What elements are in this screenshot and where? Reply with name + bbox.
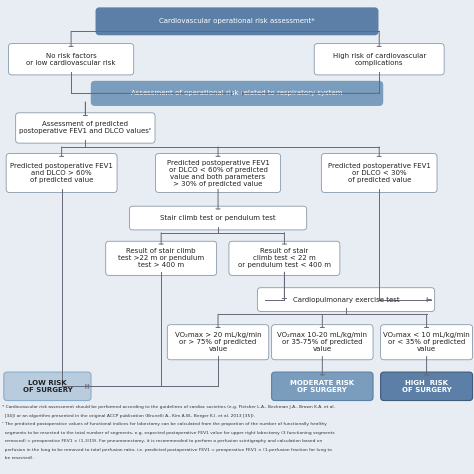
Text: Result of stair
climb test < 22 m
or pendulum test < 400 m: Result of stair climb test < 22 m or pen… <box>238 248 331 268</box>
Text: LOW RISK
OF SURGERY: LOW RISK OF SURGERY <box>23 380 72 393</box>
FancyBboxPatch shape <box>4 372 91 401</box>
Text: VO₂max < 10 mL/kg/min
or < 35% of predicted
value: VO₂max < 10 mL/kg/min or < 35% of predic… <box>383 332 470 352</box>
FancyBboxPatch shape <box>167 325 269 360</box>
Text: High risk of cardiovascular
complications: High risk of cardiovascular complication… <box>333 53 426 66</box>
Text: No risk factors
or low cardiovascular risk: No risk factors or low cardiovascular ri… <box>27 53 116 66</box>
FancyBboxPatch shape <box>257 288 435 311</box>
FancyBboxPatch shape <box>129 206 307 230</box>
FancyBboxPatch shape <box>9 44 134 75</box>
Text: HIGH  RISK
OF SURGERY: HIGH RISK OF SURGERY <box>402 380 451 393</box>
Text: removed) = preoperative FEV1 × (1-3/19). For pneumonectomy, it is recommended to: removed) = preoperative FEV1 × (1-3/19).… <box>2 439 323 443</box>
Text: Assessment of operational risk related to respiratory system: Assessment of operational risk related t… <box>131 91 343 96</box>
Text: Predicted postoperative FEV1
or DLCO < 60% of predicted
value and both parameter: Predicted postoperative FEV1 or DLCO < 6… <box>166 160 270 186</box>
Text: Assessment of predicted
postoperative FEV1 and DLCO valuesᶜ: Assessment of predicted postoperative FE… <box>19 121 152 135</box>
Text: VO₂max > 20 mL/kg/min
or > 75% of predicted
value: VO₂max > 20 mL/kg/min or > 75% of predic… <box>175 332 261 352</box>
FancyBboxPatch shape <box>96 8 378 35</box>
FancyBboxPatch shape <box>381 372 473 401</box>
Text: Stair climb test or pendulum test: Stair climb test or pendulum test <box>160 215 276 221</box>
Text: [34]) or an algorithm presented in the original ACCP publication (Brunelli A., K: [34]) or an algorithm presented in the o… <box>2 414 255 418</box>
Text: Predicted postoperative FEV1
and DLCO > 60%
of predicted value: Predicted postoperative FEV1 and DLCO > … <box>10 163 113 183</box>
Text: VO₂max 10-20 mL/kg/min
or 35-75% of predicted
value: VO₂max 10-20 mL/kg/min or 35-75% of pred… <box>277 332 367 352</box>
Text: segments to be resected to the total number of segments, e.g. expected postopera: segments to be resected to the total num… <box>2 431 335 435</box>
FancyBboxPatch shape <box>229 241 340 275</box>
FancyBboxPatch shape <box>91 82 383 105</box>
Text: MODERATE RISK
OF SURGERY: MODERATE RISK OF SURGERY <box>290 380 355 393</box>
Text: Predicted postoperative FEV1
or DLCO < 30%
of predicted value: Predicted postoperative FEV1 or DLCO < 3… <box>328 163 431 183</box>
FancyBboxPatch shape <box>106 241 217 275</box>
FancyBboxPatch shape <box>16 113 155 143</box>
FancyBboxPatch shape <box>314 44 444 75</box>
Text: be resected).: be resected). <box>2 456 34 460</box>
Text: * Cardiovascular risk assessment should be performed according to the guidelines: * Cardiovascular risk assessment should … <box>2 405 336 409</box>
FancyBboxPatch shape <box>381 325 473 360</box>
Text: Result of stair climb
test >22 m or pendulum
test > 400 m: Result of stair climb test >22 m or pend… <box>118 248 204 268</box>
Text: Cardiovascular operational risk assessment*: Cardiovascular operational risk assessme… <box>159 18 315 24</box>
FancyBboxPatch shape <box>272 325 373 360</box>
FancyBboxPatch shape <box>272 372 373 401</box>
FancyBboxPatch shape <box>6 154 117 192</box>
Text: perfusion in the lung to be removed to total perfusion ratio, i.e. predicted pos: perfusion in the lung to be removed to t… <box>2 448 332 452</box>
FancyBboxPatch shape <box>321 154 437 192</box>
FancyBboxPatch shape <box>155 154 281 192</box>
Text: ᶜ The predicted postoperative values of functional indices for lobectomy can be : ᶜ The predicted postoperative values of … <box>2 422 327 426</box>
Text: Cardiopulmonary exercise test: Cardiopulmonary exercise test <box>293 297 399 302</box>
